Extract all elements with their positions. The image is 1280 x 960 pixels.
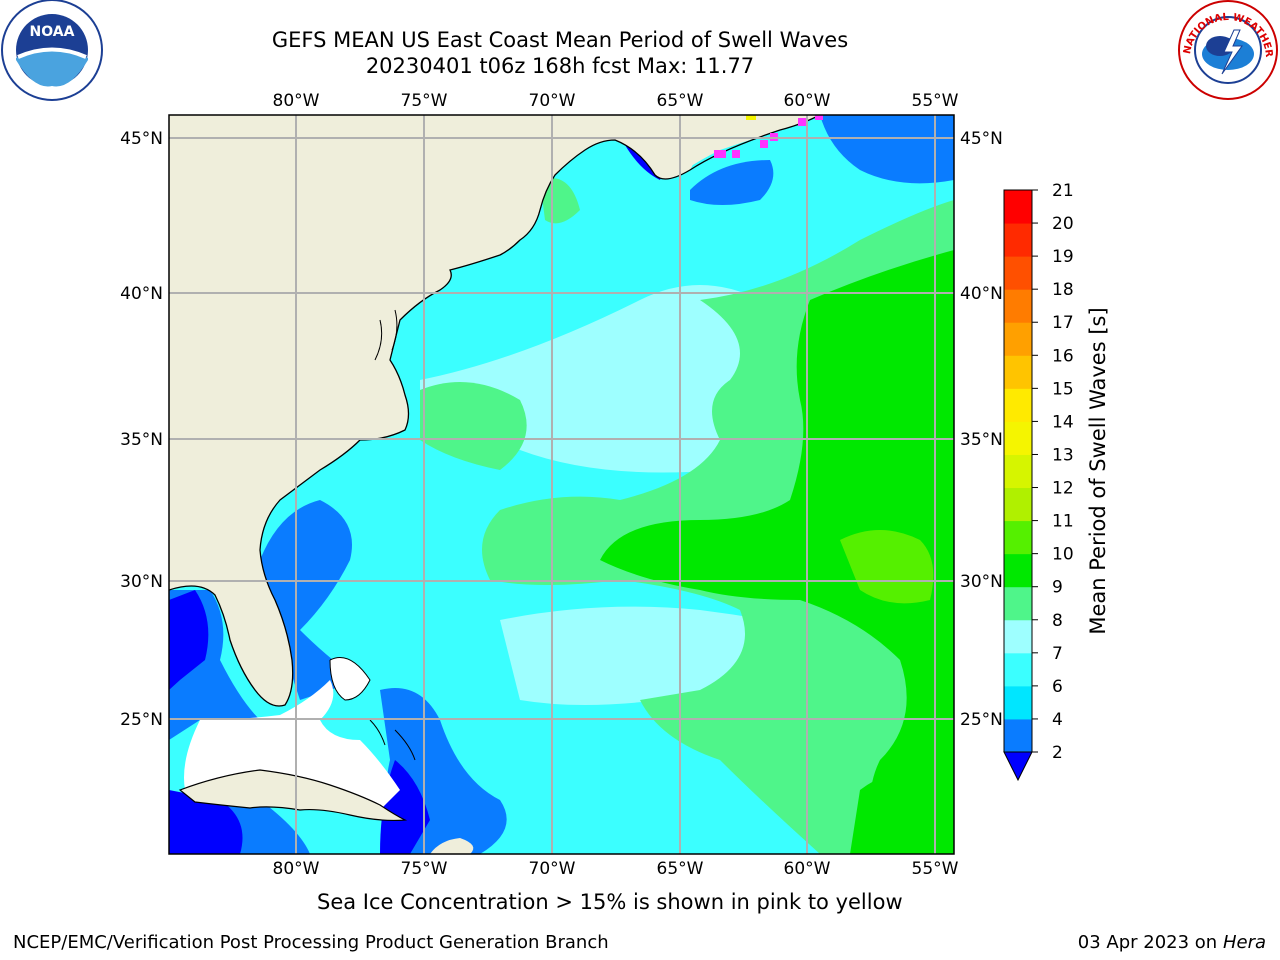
nws-logo: NATIONAL WEATHER SERVICE xyxy=(1176,0,1278,100)
swell-zone-green-north xyxy=(540,178,580,224)
noaa-logo-text: NOAA xyxy=(30,24,75,40)
map-subtitle-forecast: 20230401 t06z 168h fcst Max: 11.77 xyxy=(365,54,755,78)
colorbar-tick-label: 13 xyxy=(1052,445,1074,465)
colorbar-swatch xyxy=(1004,190,1032,224)
swell-zone-lime xyxy=(840,530,934,604)
coastline-bahamas xyxy=(329,657,416,761)
lon-label-top: 65°W xyxy=(657,91,704,111)
lon-label-bottom: 75°W xyxy=(401,859,448,879)
colorbar-swatch xyxy=(1004,685,1032,720)
colorbar-swatch xyxy=(1004,322,1032,356)
swell-zone-under-gulf xyxy=(169,590,209,690)
footer-host: Hera xyxy=(1222,932,1266,953)
colorbar-tick-label: 16 xyxy=(1052,346,1074,366)
lat-labels-left: 45°N 40°N 35°N 30°N 25°N xyxy=(120,129,163,730)
land-maritimes xyxy=(660,115,820,177)
colorbar-swatch xyxy=(1004,355,1032,389)
footer-credit: NCEP/EMC/Verification Post Processing Pr… xyxy=(13,932,609,953)
lat-label-left: 30°N xyxy=(120,572,163,592)
lat-label-right: 25°N xyxy=(960,710,1003,730)
lon-label-bottom: 80°W xyxy=(273,859,320,879)
map-title: GEFS MEAN US East Coast Mean Period of S… xyxy=(271,28,849,52)
map-frame xyxy=(168,114,955,855)
colorbar-tick-label: 4 xyxy=(1052,710,1063,730)
lon-label-top: 60°W xyxy=(784,91,831,111)
colorbar-tick-label: 19 xyxy=(1052,247,1074,267)
colorbar-tick-label: 12 xyxy=(1052,479,1074,499)
coastline-us-east xyxy=(169,115,821,707)
colorbar-tick-label: 17 xyxy=(1052,313,1074,333)
sea-ice-note: Sea Ice Concentration > 15% is shown in … xyxy=(317,890,903,914)
colorbar-swatch xyxy=(1004,421,1032,455)
colorbar-tick-label: 8 xyxy=(1052,611,1063,631)
colorbar-swatch xyxy=(1004,586,1032,621)
lon-label-top: 75°W xyxy=(401,91,448,111)
noaa-logo: NOAA xyxy=(1,0,103,101)
lon-label-top: 55°W xyxy=(912,91,959,111)
colorbar-tick-label: 15 xyxy=(1052,379,1074,399)
footer-date-text: 03 Apr 2023 on xyxy=(1077,932,1223,953)
lat-label-left: 45°N xyxy=(120,129,163,149)
lon-labels-top: 80°W 75°W 70°W 65°W 60°W 55°W xyxy=(273,91,959,111)
colorbar-tick-label: 6 xyxy=(1052,677,1063,697)
colorbar-swatch xyxy=(1004,553,1032,588)
colorbar-tick-label: 11 xyxy=(1052,512,1074,532)
land-hispaniola-edge xyxy=(430,838,474,854)
sea-ice-patches-yellow xyxy=(746,115,756,120)
colorbar-tick-label: 18 xyxy=(1052,280,1074,300)
lon-label-bottom: 70°W xyxy=(529,859,576,879)
lon-label-bottom: 60°W xyxy=(784,859,831,879)
colorbar-swatch xyxy=(1004,388,1032,422)
colorbar-swatch xyxy=(1004,487,1032,522)
colorbar-tick-label: 2 xyxy=(1052,743,1063,763)
colorbar-tick-label: 21 xyxy=(1052,181,1074,201)
lon-labels-bottom: 80°W 75°W 70°W 65°W 60°W 55°W xyxy=(273,859,959,879)
colorbar-swatch xyxy=(1004,289,1032,323)
lat-label-right: 40°N xyxy=(960,284,1003,304)
footer-date: 03 Apr 2023 on Hera xyxy=(1078,932,1266,953)
swell-zone-bright-green-se xyxy=(850,767,954,854)
lat-label-right: 30°N xyxy=(960,572,1003,592)
colorbar-tick-label: 7 xyxy=(1052,644,1063,664)
colorbar-swatch xyxy=(1004,454,1032,489)
swell-zone-blue-north xyxy=(820,115,954,184)
land-cuba xyxy=(180,770,405,821)
colorbar-under-triangle xyxy=(1003,751,1033,782)
land-us-east-coast xyxy=(169,115,740,706)
colorbar-tick-label: 20 xyxy=(1052,214,1074,234)
colorbar: 2 4 6 7 8 9 10 11 12 13 14 15 16 17 18 19 20 21 xyxy=(1003,181,1074,782)
colorbar-frame xyxy=(1003,189,1033,753)
lon-label-bottom: 55°W xyxy=(912,859,959,879)
lat-label-left: 25°N xyxy=(120,710,163,730)
coastline-cuba xyxy=(178,769,408,822)
lat-label-left: 35°N xyxy=(120,430,163,450)
colorbar-swatch xyxy=(1004,223,1032,257)
swell-zone-under-gulf-sw xyxy=(169,790,243,854)
colorbar-tick-label: 10 xyxy=(1052,545,1074,565)
swell-zone-green-band xyxy=(420,382,527,470)
lon-label-top: 70°W xyxy=(529,91,576,111)
colorbar-tick-label: 9 xyxy=(1052,578,1063,598)
colorbar-tick-label: 14 xyxy=(1052,412,1074,432)
colorbar-label: Mean Period of Swell Waves [s] xyxy=(1086,307,1110,634)
colorbar-swatch xyxy=(1004,520,1032,555)
colorbar-swatch xyxy=(1004,619,1032,654)
lat-labels-right: 45°N 40°N 35°N 30°N 25°N xyxy=(960,129,1003,730)
colorbar-swatch xyxy=(1004,256,1032,290)
lat-label-left: 40°N xyxy=(120,284,163,304)
lon-label-bottom: 65°W xyxy=(657,859,704,879)
map-plot-area xyxy=(169,115,954,854)
lat-label-right: 35°N xyxy=(960,430,1003,450)
colorbar-swatch xyxy=(1004,718,1032,753)
lat-label-right: 45°N xyxy=(960,129,1003,149)
lon-label-top: 80°W xyxy=(273,91,320,111)
swell-zone-bright-green xyxy=(600,250,954,854)
map-grid xyxy=(169,115,954,854)
coastline-chesapeake xyxy=(374,309,398,361)
swell-zone-blue-gulf-maine xyxy=(690,160,774,205)
colorbar-swatch xyxy=(1004,652,1032,687)
